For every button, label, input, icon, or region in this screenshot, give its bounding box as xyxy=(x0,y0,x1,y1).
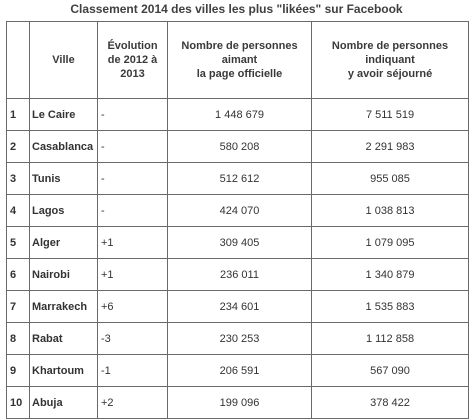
fans-cell: 309 405 xyxy=(167,226,312,259)
ranking-table: Ville Évolution de 2012 à 2013 Nombre de… xyxy=(6,21,469,419)
rank-cell: 2 xyxy=(6,130,30,163)
city-cell: Abuja xyxy=(29,386,98,419)
city-cell: Rabat xyxy=(29,322,98,355)
header-city: Ville xyxy=(29,21,98,99)
visitors-cell: 378 422 xyxy=(311,386,469,419)
evolution-cell: - xyxy=(97,98,168,131)
visitors-cell: 955 085 xyxy=(311,162,469,195)
table-row: 10 Abuja +2 199 096 378 422 xyxy=(6,386,469,419)
fans-cell: 580 208 xyxy=(167,130,312,163)
rank-cell: 1 xyxy=(6,98,30,131)
city-cell: Khartoum xyxy=(29,354,98,387)
rank-cell: 6 xyxy=(6,258,30,291)
visitors-cell: 567 090 xyxy=(311,354,469,387)
table-row: 2 Casablanca - 580 208 2 291 983 xyxy=(6,130,469,163)
header-visitors: Nombre de personnes indiquant y avoir sé… xyxy=(311,21,469,99)
fans-cell: 234 601 xyxy=(167,290,312,323)
fans-cell: 512 612 xyxy=(167,162,312,195)
city-cell: Marrakech xyxy=(29,290,98,323)
city-cell: Casablanca xyxy=(29,130,98,163)
evolution-cell: +1 xyxy=(97,226,168,259)
table-title: Classement 2014 des villes les plus "lik… xyxy=(70,2,403,16)
rank-cell: 7 xyxy=(6,290,30,323)
table-row: 8 Rabat -3 230 253 1 112 858 xyxy=(6,322,469,355)
fans-cell: 236 011 xyxy=(167,258,312,291)
visitors-cell: 1 038 813 xyxy=(311,194,469,227)
fans-cell: 1 448 679 xyxy=(167,98,312,131)
table-row: 7 Marrakech +6 234 601 1 535 883 xyxy=(6,290,469,323)
visitors-cell: 7 511 519 xyxy=(311,98,469,131)
table-row: 5 Alger +1 309 405 1 079 095 xyxy=(6,226,469,259)
header-row: Ville Évolution de 2012 à 2013 Nombre de… xyxy=(6,21,469,99)
rank-cell: 8 xyxy=(6,322,30,355)
header-evolution: Évolution de 2012 à 2013 xyxy=(97,21,168,99)
fans-cell: 424 070 xyxy=(167,194,312,227)
evolution-cell: +2 xyxy=(97,386,168,419)
visitors-cell: 1 112 858 xyxy=(311,322,469,355)
city-cell: Alger xyxy=(29,226,98,259)
visitors-cell: 1 340 879 xyxy=(311,258,469,291)
fans-cell: 230 253 xyxy=(167,322,312,355)
evolution-cell: - xyxy=(97,162,168,195)
city-cell: Nairobi xyxy=(29,258,98,291)
rank-cell: 9 xyxy=(6,354,30,387)
rank-cell: 5 xyxy=(6,226,30,259)
header-rank xyxy=(6,21,30,99)
city-cell: Tunis xyxy=(29,162,98,195)
city-cell: Le Caire xyxy=(29,98,98,131)
table-row: 4 Lagos - 424 070 1 038 813 xyxy=(6,194,469,227)
header-fans: Nombre de personnes aimant la page offic… xyxy=(167,21,312,99)
table-row: 6 Nairobi +1 236 011 1 340 879 xyxy=(6,258,469,291)
fans-cell: 199 096 xyxy=(167,386,312,419)
rank-cell: 10 xyxy=(6,386,30,419)
city-cell: Lagos xyxy=(29,194,98,227)
evolution-cell: -3 xyxy=(97,322,168,355)
evolution-cell: - xyxy=(97,194,168,227)
visitors-cell: 2 291 983 xyxy=(311,130,469,163)
evolution-cell: +6 xyxy=(97,290,168,323)
evolution-cell: +1 xyxy=(97,258,168,291)
rank-cell: 4 xyxy=(6,194,30,227)
table-row: 3 Tunis - 512 612 955 085 xyxy=(6,162,469,195)
visitors-cell: 1 079 095 xyxy=(311,226,469,259)
table-row: 9 Khartoum -1 206 591 567 090 xyxy=(6,354,469,387)
visitors-cell: 1 535 883 xyxy=(311,290,469,323)
evolution-cell: - xyxy=(97,130,168,163)
table-row: 1 Le Caire - 1 448 679 7 511 519 xyxy=(6,98,469,131)
evolution-cell: -1 xyxy=(97,354,168,387)
fans-cell: 206 591 xyxy=(167,354,312,387)
rank-cell: 3 xyxy=(6,162,30,195)
